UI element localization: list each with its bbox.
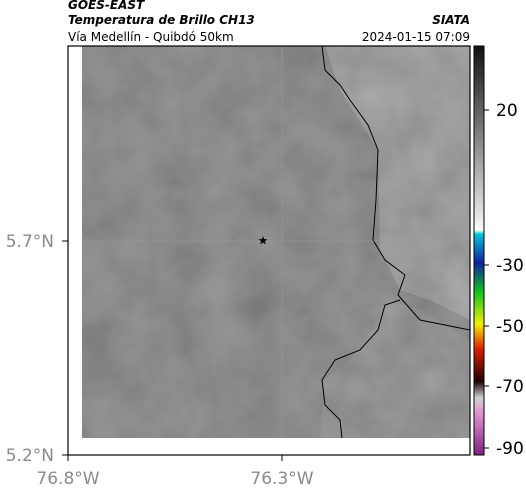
- map-frame: [67, 45, 471, 456]
- lon-label: 76.3°W: [250, 469, 313, 489]
- route: Vía Medellín - Quibdó 50km: [68, 30, 234, 44]
- title: GOES-EAST: [68, 0, 145, 12]
- source: SIATA: [432, 13, 470, 27]
- lat-label: 5.2°N: [6, 446, 54, 466]
- subtitle: Temperatura de Brillo CH13: [68, 13, 255, 27]
- colorbar: [473, 45, 485, 456]
- colorbar-label: -30: [496, 256, 524, 276]
- location-star: ★: [258, 234, 269, 248]
- colorbar-label: -50: [496, 317, 524, 337]
- lat-label: 5.7°N: [6, 232, 54, 252]
- timestamp: 2024-01-15 07:09: [362, 30, 470, 44]
- colorbar-ticks: [484, 109, 489, 449]
- colorbar-label: -90: [496, 439, 524, 459]
- lon-label: 76.8°W: [36, 469, 99, 489]
- satellite-image: [82, 46, 470, 438]
- colorbar-label: 20: [496, 101, 518, 121]
- colorbar-label: -70: [496, 377, 524, 397]
